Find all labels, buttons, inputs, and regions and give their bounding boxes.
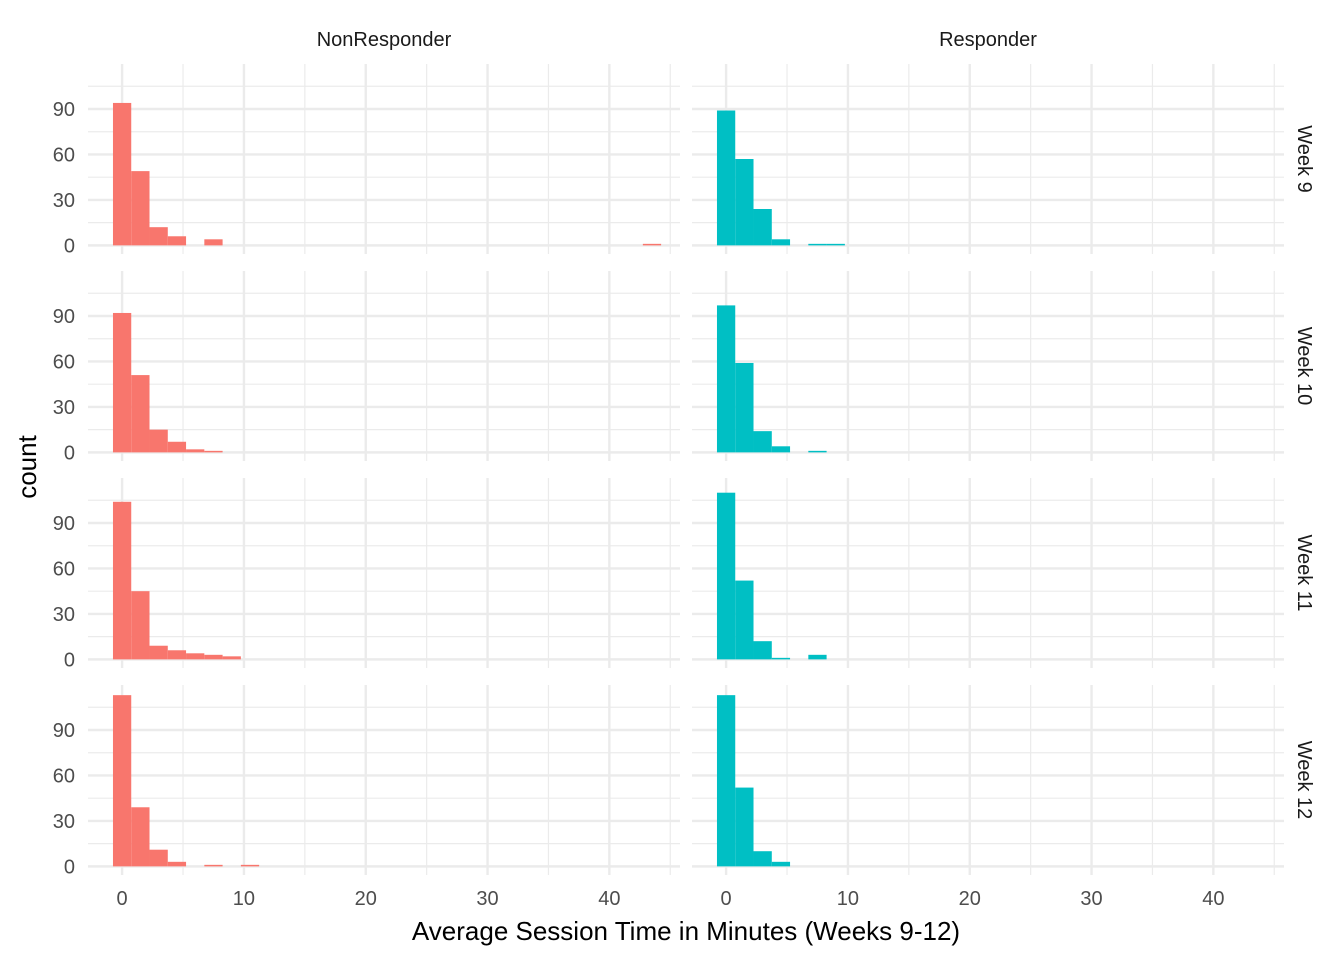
panel-responder-week-10-bar bbox=[808, 450, 827, 453]
y-tick-label: 90 bbox=[53, 99, 75, 121]
panel-responder-week-11-bar bbox=[735, 580, 754, 660]
x-tick-label: 0 bbox=[117, 888, 128, 910]
y-tick-label: 30 bbox=[53, 397, 75, 419]
x-tick-label: 40 bbox=[598, 888, 620, 910]
label-layer: 0 30 60 90 0 30 60 90 0 30 60 90 0 30 60 90 0 10 20 30 40 0 10… bbox=[53, 29, 1315, 910]
panel-nonresponder-week-11-bar bbox=[222, 656, 241, 660]
panel-responder-week-11-bar bbox=[716, 492, 736, 660]
panel-nonresponder-week-9-bar bbox=[167, 236, 187, 246]
panel-responder-week-11-bar bbox=[771, 657, 791, 660]
y-tick-label: 0 bbox=[64, 856, 75, 878]
x-axis-title: Average Session Time in Minutes (Weeks 9… bbox=[412, 916, 960, 946]
panel-nonresponder-week-9-bar bbox=[112, 102, 132, 246]
x-tick-label: 30 bbox=[1080, 888, 1102, 910]
panel-responder-week-9-bar bbox=[716, 110, 736, 246]
panel-nonresponder-week-12-bar bbox=[112, 695, 132, 867]
y-tick-label: 60 bbox=[53, 144, 75, 166]
y-tick-label: 60 bbox=[53, 558, 75, 580]
panel-nonresponder-week-11-bar bbox=[167, 650, 187, 660]
y-tick-label: 30 bbox=[53, 604, 75, 626]
panel-nonresponder-week-10-bar bbox=[149, 429, 168, 453]
facet-row-label: Week 10 bbox=[1293, 327, 1315, 406]
panel-nonresponder-week-10-bar bbox=[167, 441, 187, 453]
panel-nonresponder-week-12-bar bbox=[204, 864, 223, 867]
panel-nonresponder-week-11-bar bbox=[112, 501, 132, 660]
y-tick-label: 0 bbox=[64, 235, 75, 257]
x-tick-label: 40 bbox=[1202, 888, 1224, 910]
panel-nonresponder-week-10-bar bbox=[204, 450, 223, 453]
panel-responder-week-9-bar bbox=[808, 243, 827, 246]
panel-responder-week-9-bar bbox=[753, 209, 772, 246]
panel-nonresponder-week-12-bar bbox=[131, 807, 150, 867]
panel-responder-week-9-bar bbox=[826, 243, 845, 246]
panel-responder-week-10-bar bbox=[716, 305, 736, 453]
panel-responder-week-10-bar bbox=[771, 446, 791, 453]
y-axis-title: count bbox=[12, 434, 42, 498]
panel-nonresponder-week-9-bar bbox=[204, 239, 223, 246]
y-tick-label: 30 bbox=[53, 190, 75, 212]
y-tick-label: 60 bbox=[53, 765, 75, 787]
y-tick-label: 90 bbox=[53, 306, 75, 328]
x-tick-label: 10 bbox=[837, 888, 859, 910]
panel-nonresponder-week-11-bar bbox=[131, 591, 150, 660]
x-tick-label: 10 bbox=[233, 888, 255, 910]
panel-nonresponder-week-9-bar bbox=[642, 243, 662, 246]
facet-row-label: Week 12 bbox=[1293, 741, 1315, 820]
y-tick-label: 90 bbox=[53, 513, 75, 535]
panel-responder-week-10-bar bbox=[735, 362, 754, 453]
panel-nonresponder-week-9-bar bbox=[149, 227, 168, 246]
panel-nonresponder-week-10-bar bbox=[112, 312, 132, 453]
y-tick-label: 0 bbox=[64, 649, 75, 671]
y-tick-label: 90 bbox=[53, 720, 75, 742]
panel-nonresponder-week-9-bar bbox=[131, 171, 150, 246]
panel-responder-week-12-bar bbox=[716, 695, 736, 867]
panel-responder-week-12-bar bbox=[771, 861, 791, 867]
panel-responder-week-10-bar bbox=[753, 431, 772, 453]
panel-responder-week-12-bar bbox=[735, 787, 754, 867]
panel-responder-week-9-bar bbox=[735, 159, 754, 246]
facet-column-label: Responder bbox=[939, 29, 1037, 51]
panel-nonresponder-week-11-bar bbox=[149, 645, 168, 660]
panel-nonresponder-week-12-bar bbox=[149, 849, 168, 867]
facet-column-label: NonResponder bbox=[317, 29, 452, 51]
x-tick-label: 20 bbox=[959, 888, 981, 910]
y-tick-label: 60 bbox=[53, 351, 75, 373]
x-tick-label: 0 bbox=[721, 888, 732, 910]
facet-row-label: Week 9 bbox=[1293, 125, 1315, 192]
panel-nonresponder-week-10-bar bbox=[131, 375, 150, 453]
grid-layer bbox=[88, 64, 1284, 875]
facet-row-label: Week 11 bbox=[1293, 534, 1315, 611]
y-tick-label: 0 bbox=[64, 442, 75, 464]
panel-nonresponder-week-12-bar bbox=[167, 861, 187, 867]
panel-nonresponder-week-11-bar bbox=[186, 653, 205, 660]
panel-responder-week-9-bar bbox=[771, 239, 791, 246]
panel-responder-week-11-bar bbox=[753, 641, 772, 660]
panel-nonresponder-week-12-bar bbox=[240, 864, 260, 867]
y-tick-label: 30 bbox=[53, 811, 75, 833]
panel-responder-week-11-bar bbox=[808, 654, 827, 660]
panel-responder-week-12-bar bbox=[753, 851, 772, 867]
panel-nonresponder-week-11-bar bbox=[204, 654, 223, 660]
x-tick-label: 30 bbox=[476, 888, 498, 910]
bar-layer bbox=[112, 102, 845, 867]
panel-nonresponder-week-10-bar bbox=[186, 449, 205, 453]
x-tick-label: 20 bbox=[355, 888, 377, 910]
